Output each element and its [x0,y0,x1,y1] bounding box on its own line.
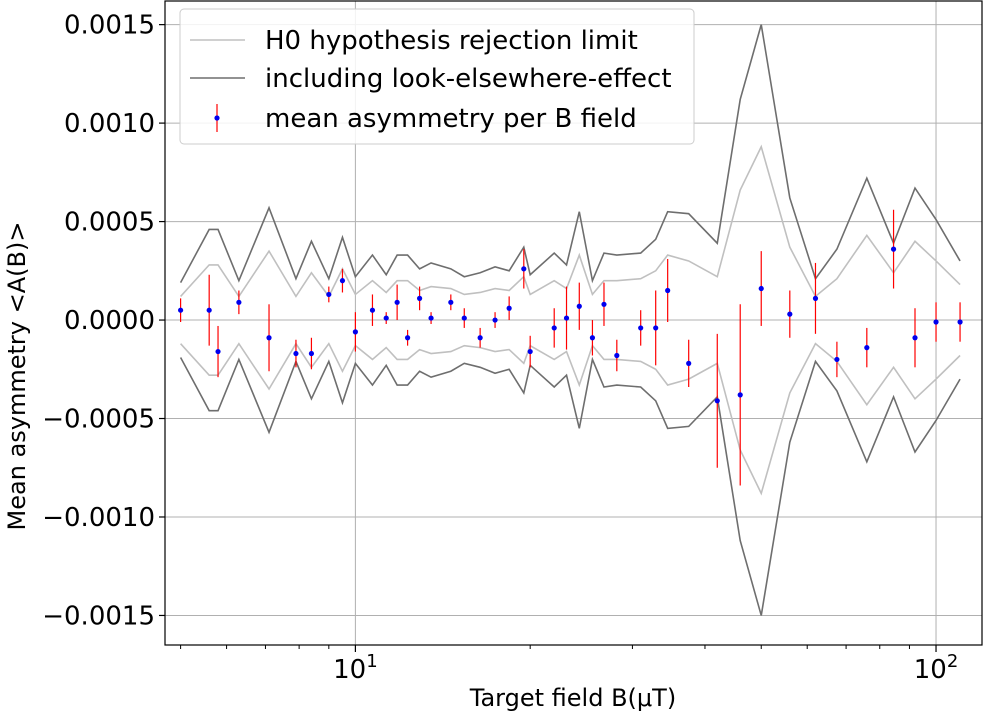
data-point-0 [178,307,184,313]
data-point-28 [614,352,620,359]
data-point-13 [404,335,411,341]
x-tick-label-1: 102 [914,651,959,685]
data-point-32 [686,360,692,366]
data-point-39 [864,345,870,351]
data-point-37 [812,295,819,301]
data-point-42 [933,319,939,325]
data-point-27 [601,301,607,307]
data-point-14 [417,295,423,301]
data-point-24 [563,315,570,321]
data-point-6 [308,350,315,357]
data-point-8 [339,278,346,284]
legend: H0 hypothesis rejection limit including … [179,8,695,145]
data-point-18 [477,335,483,341]
data-point-22 [527,348,533,355]
band-0-upper [180,144,961,298]
y-tick-label-6: −0.0015 [42,601,155,631]
data-point-17 [461,315,467,321]
x-axis-ticks: 101 102 [180,645,959,685]
y-tick-label-3: 0.0000 [64,306,155,336]
data-point-3 [236,299,242,305]
data-point-20 [506,305,512,311]
data-point-30 [653,325,659,331]
data-point-40 [890,246,897,252]
x-tick-label-exp-0: 1 [366,651,377,672]
y-axis-label: Mean asymmetry <A(B)> [3,222,31,531]
data-point-21 [521,266,527,272]
data-point-11 [383,315,389,321]
data-point-33 [714,398,720,404]
x-axis-label: Target field B(μT) [469,684,676,712]
x-tick-label-base-1: 10 [914,655,947,685]
data-point-15 [428,315,434,321]
plot-frame [164,0,983,646]
legend-label-lee: including look-elsewhere-effect [265,64,672,94]
data-point-43 [957,319,963,325]
data-point-35 [758,285,764,292]
y-tick-label-1: 0.0010 [64,109,155,139]
data-point-38 [834,356,840,363]
data-point-9 [352,329,358,335]
legend-label-h0: H0 hypothesis rejection limit [265,26,638,56]
data-point-19 [492,317,498,323]
legend-swatch-mean-dot [214,115,220,121]
legend-box [179,8,695,145]
data-point-1 [206,307,212,313]
x-tick-label-exp-1: 2 [947,651,958,672]
data-point-41 [912,335,918,341]
y-tick-label-0: 0.0015 [64,11,155,41]
y-axis-ticks: 0.0015 0.0010 0.0005 0.0000 −0.0005 −0.0010 −0… [42,11,165,631]
data-point-23 [551,325,557,331]
data-point-7 [326,291,332,298]
y-tick-label-2: 0.0005 [64,208,155,238]
x-tick-label-0: 101 [333,651,378,685]
data-point-10 [369,307,376,313]
band-0-lower [180,342,961,496]
data-point-5 [293,350,299,357]
points [178,246,963,404]
data-point-29 [638,325,644,331]
x-tick-label-base-0: 10 [333,655,366,685]
band-1-upper [179,24,961,284]
data-point-4 [266,335,272,341]
data-point-12 [394,299,400,305]
band-1-lower [179,356,961,616]
data-point-36 [787,311,793,317]
legend-label-mean: mean asymmetry per B field [265,104,637,134]
data-point-26 [589,335,596,341]
data-point-31 [665,287,671,294]
y-tick-label-4: −0.0005 [42,405,155,435]
data-point-25 [576,303,582,309]
bands [179,24,961,616]
data-point-2 [215,348,221,355]
data-point-16 [448,299,454,305]
y-tick-label-5: −0.0010 [42,503,155,533]
data-point-34 [737,392,743,398]
